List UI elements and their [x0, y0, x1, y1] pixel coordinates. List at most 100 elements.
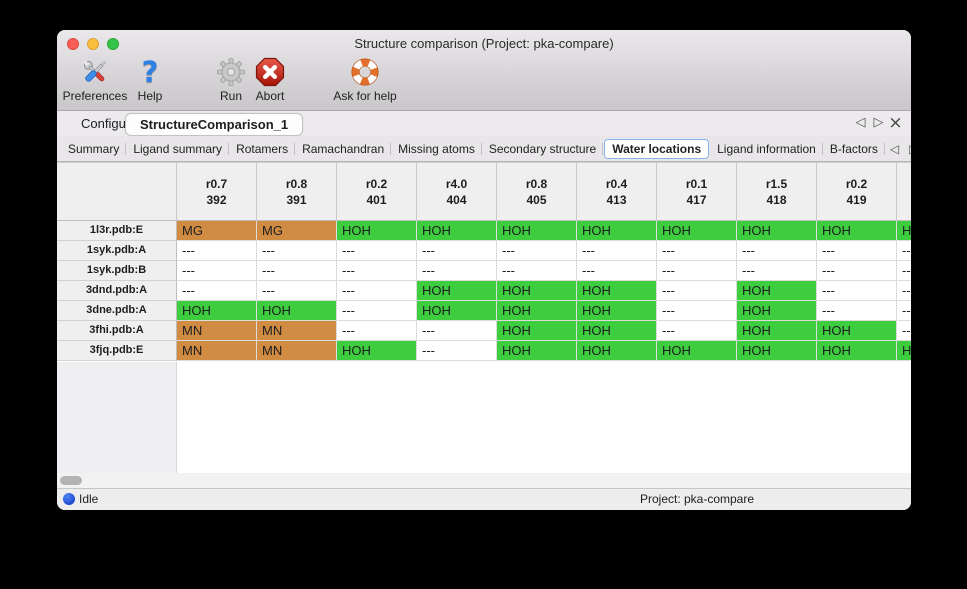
row-header-1l3r-pdb-e[interactable]: 1l3r.pdb:E: [57, 221, 177, 241]
next-tab-arrow[interactable]: ▷: [873, 115, 884, 130]
cell-hoh[interactable]: HOH: [497, 281, 577, 301]
cell-hoh[interactable]: HOH: [897, 221, 911, 241]
column-header-418[interactable]: r1.5 418: [737, 163, 817, 221]
cell-hoh[interactable]: HOH: [257, 301, 337, 321]
cell-hoh[interactable]: HOH: [497, 321, 577, 341]
cell-empty[interactable]: ---: [337, 321, 417, 341]
cell-hoh[interactable]: HOH: [897, 341, 911, 361]
cell-hoh[interactable]: HOH: [737, 221, 817, 241]
cell-empty[interactable]: ---: [737, 241, 817, 261]
cell-hoh[interactable]: HOH: [817, 221, 897, 241]
cell-hoh[interactable]: HOH: [577, 301, 657, 321]
cell-empty[interactable]: ---: [817, 241, 897, 261]
cell-mg[interactable]: MG: [257, 221, 337, 241]
cell-hoh[interactable]: HOH: [417, 281, 497, 301]
cell-empty[interactable]: ---: [257, 261, 337, 281]
cell-hoh[interactable]: HOH: [657, 341, 737, 361]
cell-empty[interactable]: ---: [737, 261, 817, 281]
minimize-window-button[interactable]: [87, 38, 99, 50]
cell-hoh[interactable]: HOH: [177, 301, 257, 321]
cell-mn[interactable]: MN: [177, 321, 257, 341]
zoom-window-button[interactable]: [107, 38, 119, 50]
scrollbar-thumb[interactable]: [60, 476, 82, 485]
cell-empty[interactable]: ---: [337, 301, 417, 321]
cell-hoh[interactable]: HOH: [577, 281, 657, 301]
cell-empty[interactable]: ---: [417, 241, 497, 261]
column-header-404[interactable]: r4.0 404: [417, 163, 497, 221]
cell-hoh[interactable]: HOH: [577, 221, 657, 241]
cell-empty[interactable]: ---: [657, 321, 737, 341]
cell-mn[interactable]: MN: [257, 321, 337, 341]
column-header-417[interactable]: r0.1 417: [657, 163, 737, 221]
cell-hoh[interactable]: HOH: [497, 221, 577, 241]
subtab-ramachandran[interactable]: Ramachandran: [296, 139, 392, 159]
column-header-401[interactable]: r0.2 401: [337, 163, 417, 221]
column-header-413[interactable]: r0.4 413: [577, 163, 657, 221]
cell-empty[interactable]: ---: [417, 261, 497, 281]
scroll-subtabs-left-arrow[interactable]: ◁: [889, 141, 900, 156]
subtab-water-locations[interactable]: Water locations: [604, 138, 710, 159]
close-window-button[interactable]: [67, 38, 79, 50]
cell-hoh[interactable]: HOH: [337, 341, 417, 361]
cell-hoh[interactable]: HOH: [817, 321, 897, 341]
cell-mn[interactable]: MN: [257, 341, 337, 361]
cell-hoh[interactable]: HOH: [737, 321, 817, 341]
cell-hoh[interactable]: HOH: [737, 341, 817, 361]
cell-hoh[interactable]: HOH: [417, 221, 497, 241]
cell-empty[interactable]: ---: [897, 241, 911, 261]
cell-empty[interactable]: ---: [577, 261, 657, 281]
column-header-partial[interactable]: [897, 163, 911, 221]
tab-structurecomparison-1[interactable]: StructureComparison_1: [125, 113, 304, 136]
row-header-1syk-pdb-b[interactable]: 1syk.pdb:B: [57, 261, 177, 281]
cell-empty[interactable]: ---: [497, 261, 577, 281]
help-button[interactable]: ? Help: [130, 56, 170, 108]
cell-hoh[interactable]: HOH: [577, 341, 657, 361]
column-header-419[interactable]: r0.2 419: [817, 163, 897, 221]
cell-empty[interactable]: ---: [897, 301, 911, 321]
column-header-391[interactable]: r0.8 391: [257, 163, 337, 221]
cell-empty[interactable]: ---: [337, 241, 417, 261]
row-header-3dne-pdb-a[interactable]: 3dne.pdb:A: [57, 301, 177, 321]
subtab-rotamers[interactable]: Rotamers: [230, 139, 296, 159]
cell-empty[interactable]: ---: [657, 261, 737, 281]
subtab-summary[interactable]: Summary: [62, 139, 127, 159]
cell-empty[interactable]: ---: [177, 261, 257, 281]
tab-configure[interactable]: Configure: [81, 116, 138, 131]
cell-hoh[interactable]: HOH: [737, 301, 817, 321]
prev-tab-arrow[interactable]: ◁: [855, 115, 866, 130]
cell-empty[interactable]: ---: [257, 281, 337, 301]
row-header-3fhi-pdb-a[interactable]: 3fhi.pdb:A: [57, 321, 177, 341]
cell-empty[interactable]: ---: [417, 341, 497, 361]
cell-empty[interactable]: ---: [817, 301, 897, 321]
cell-hoh[interactable]: HOH: [337, 221, 417, 241]
cell-empty[interactable]: ---: [497, 241, 577, 261]
row-header-3dnd-pdb-a[interactable]: 3dnd.pdb:A: [57, 281, 177, 301]
cell-hoh[interactable]: HOH: [497, 301, 577, 321]
cell-empty[interactable]: ---: [337, 281, 417, 301]
preferences-button[interactable]: Preferences: [59, 56, 131, 108]
cell-hoh[interactable]: HOH: [817, 341, 897, 361]
horizontal-scrollbar[interactable]: [57, 473, 911, 488]
cell-hoh[interactable]: HOH: [657, 221, 737, 241]
cell-empty[interactable]: ---: [337, 261, 417, 281]
subtab-ligand-summary[interactable]: Ligand summary: [127, 139, 229, 159]
subtab-secondary-structure[interactable]: Secondary structure: [483, 139, 604, 159]
ask-for-help-button[interactable]: Ask for help: [325, 56, 405, 108]
row-header-3fjq-pdb-e[interactable]: 3fjq.pdb:E: [57, 341, 177, 361]
cell-hoh[interactable]: HOH: [497, 341, 577, 361]
cell-mn[interactable]: MN: [177, 341, 257, 361]
cell-empty[interactable]: ---: [177, 241, 257, 261]
cell-empty[interactable]: ---: [417, 321, 497, 341]
cell-empty[interactable]: ---: [257, 241, 337, 261]
cell-empty[interactable]: ---: [897, 281, 911, 301]
row-header-1syk-pdb-a[interactable]: 1syk.pdb:A: [57, 241, 177, 261]
close-tab[interactable]: ×: [888, 113, 903, 133]
cell-hoh[interactable]: HOH: [577, 321, 657, 341]
subtab-b-factors[interactable]: B-factors: [824, 139, 885, 159]
cell-empty[interactable]: ---: [897, 321, 911, 341]
scroll-subtabs-right-arrow[interactable]: ▷: [904, 142, 911, 156]
cell-empty[interactable]: ---: [657, 241, 737, 261]
abort-button[interactable]: Abort: [244, 56, 296, 108]
subtab-ligand-information[interactable]: Ligand information: [711, 139, 823, 159]
run-button[interactable]: Run: [207, 56, 255, 108]
